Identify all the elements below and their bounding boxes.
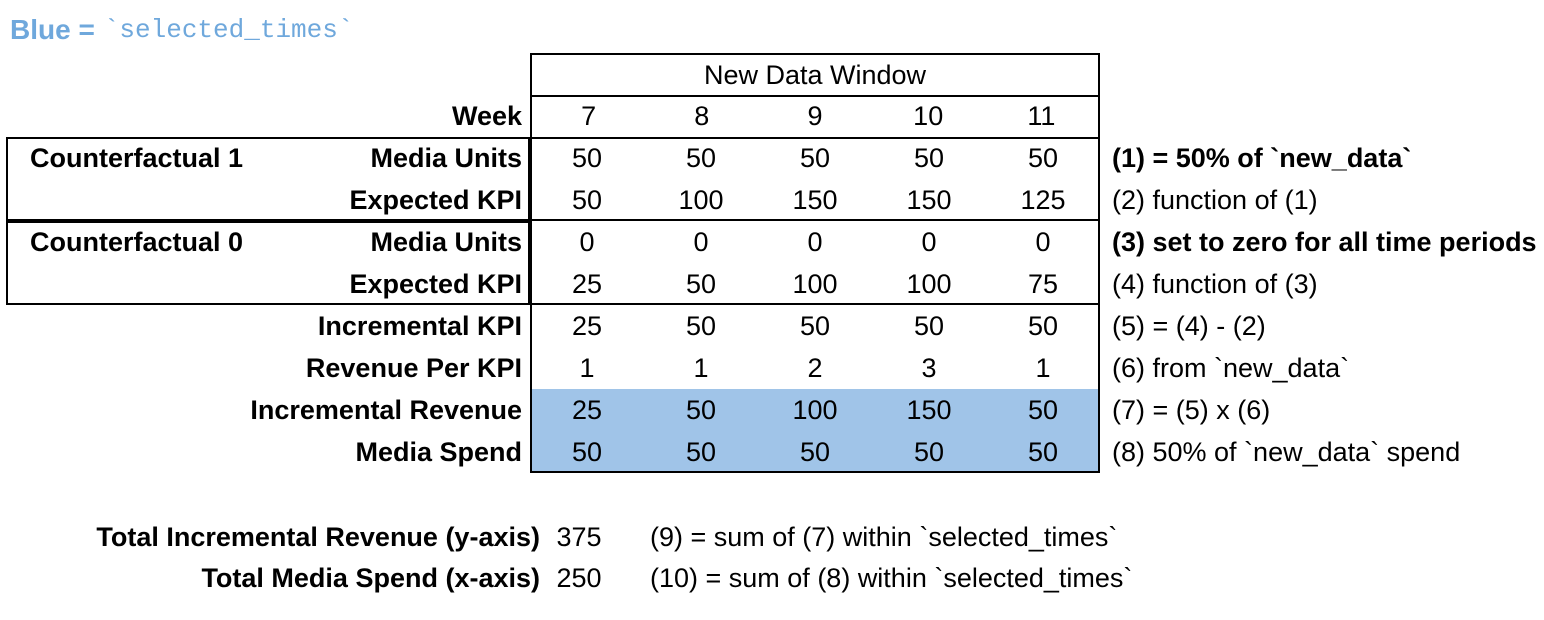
table-cell: 50 — [913, 143, 945, 173]
table-cell: 150 — [906, 185, 952, 215]
annotation-4: (4) function of (3) — [1112, 269, 1318, 299]
table-cell-highlighted: 50 — [1027, 395, 1059, 425]
table-cell-highlighted: 100 — [792, 395, 838, 425]
total-media-spend-label: Total Media Spend (x-axis) — [201, 563, 540, 593]
week-number: 11 — [1027, 101, 1056, 131]
table-cell: 50 — [571, 185, 603, 215]
total-incremental-revenue-label: Total Incremental Revenue (y-axis) — [96, 522, 540, 552]
annotation-1: (1) = 50% of `new_data` — [1112, 143, 1412, 173]
row-label-expected-kpi-cf1: Expected KPI — [349, 185, 522, 215]
table-cell-highlighted: 150 — [906, 395, 952, 425]
table-cell: 100 — [678, 185, 724, 215]
table-cell: 3 — [921, 353, 937, 383]
table-cell: 25 — [571, 269, 603, 299]
table-cell: 100 — [906, 269, 952, 299]
table-cell: 75 — [1027, 269, 1059, 299]
total-media-spend-value: 250 — [556, 563, 602, 593]
table-cell-highlighted: 50 — [685, 395, 717, 425]
counterfactual-0-label: Counterfactual 0 — [30, 227, 244, 257]
table-cell: 50 — [685, 269, 717, 299]
table-cell: 50 — [799, 143, 831, 173]
table-cell-highlighted: 50 — [913, 437, 945, 467]
table-cell: 50 — [685, 311, 717, 341]
table-cell: 125 — [1020, 185, 1066, 215]
annotation-9: (9) = sum of (7) within `selected_times` — [650, 522, 1118, 552]
table-cell: 0 — [1035, 227, 1051, 257]
row-label-incremental-kpi: Incremental KPI — [317, 311, 522, 341]
annotation-8: (8) 50% of `new_data` spend — [1112, 437, 1461, 467]
table-cell-highlighted: 50 — [1027, 437, 1059, 467]
table-cell: 1 — [693, 353, 709, 383]
table-cell: 100 — [792, 269, 838, 299]
annotation-5: (5) = (4) - (2) — [1112, 311, 1266, 341]
table-cell: 50 — [571, 143, 603, 173]
data-grid: 50 50 50 50 50 50 100 150 150 125 0 0 0 … — [530, 137, 1100, 473]
table-cell: 0 — [807, 227, 823, 257]
row-label-revenue-per-kpi: Revenue Per KPI — [305, 353, 522, 383]
week-column-header: Week — [451, 101, 522, 131]
row-label-expected-kpi-cf0: Expected KPI — [349, 269, 522, 299]
annotation-7: (7) = (5) x (6) — [1112, 395, 1271, 425]
table-cell: 150 — [792, 185, 838, 215]
table-cell: 50 — [913, 311, 945, 341]
total-incremental-revenue-value: 375 — [556, 522, 602, 552]
week-number: 10 — [913, 101, 944, 131]
row-label-media-units-cf1: Media Units — [370, 143, 522, 173]
annotation-2: (2) function of (1) — [1112, 185, 1318, 215]
table-cell-highlighted: 50 — [571, 437, 603, 467]
table-cell: 25 — [571, 311, 603, 341]
week-number: 7 — [581, 101, 597, 131]
table-cell: 0 — [579, 227, 595, 257]
table-cell-highlighted: 50 — [685, 437, 717, 467]
annotation-6: (6) from `new_data` — [1112, 353, 1350, 383]
table-cell-highlighted: 25 — [571, 395, 603, 425]
week-number: 9 — [807, 101, 823, 131]
legend-code-selected-times: `selected_times` — [103, 15, 354, 45]
new-data-window-header: New Data Window — [530, 53, 1100, 97]
row-label-media-units-cf0: Media Units — [370, 227, 522, 257]
table-cell: 1 — [1035, 353, 1051, 383]
table-cell: 50 — [685, 143, 717, 173]
table-cell: 50 — [799, 311, 831, 341]
table-cell: 0 — [921, 227, 937, 257]
week-number-row: 7 8 9 10 11 — [530, 95, 1100, 137]
table-cell: 50 — [1027, 143, 1059, 173]
table-cell: 1 — [579, 353, 595, 383]
selected-times-highlight — [532, 389, 1098, 471]
row-label-incremental-revenue: Incremental Revenue — [250, 395, 522, 425]
table-cell: 2 — [807, 353, 823, 383]
week-number: 8 — [694, 101, 710, 131]
annotation-3: (3) set to zero for all time periods — [1112, 227, 1537, 257]
legend: Blue = `selected_times` — [10, 12, 353, 48]
table-cell: 50 — [1027, 311, 1059, 341]
table-cell-highlighted: 50 — [799, 437, 831, 467]
legend-label: Blue = — [10, 14, 95, 45]
row-label-media-spend: Media Spend — [355, 437, 522, 467]
counterfactual-1-label: Counterfactual 1 — [30, 143, 244, 173]
annotation-10: (10) = sum of (8) within `selected_times… — [650, 563, 1133, 593]
table-cell: 0 — [693, 227, 709, 257]
